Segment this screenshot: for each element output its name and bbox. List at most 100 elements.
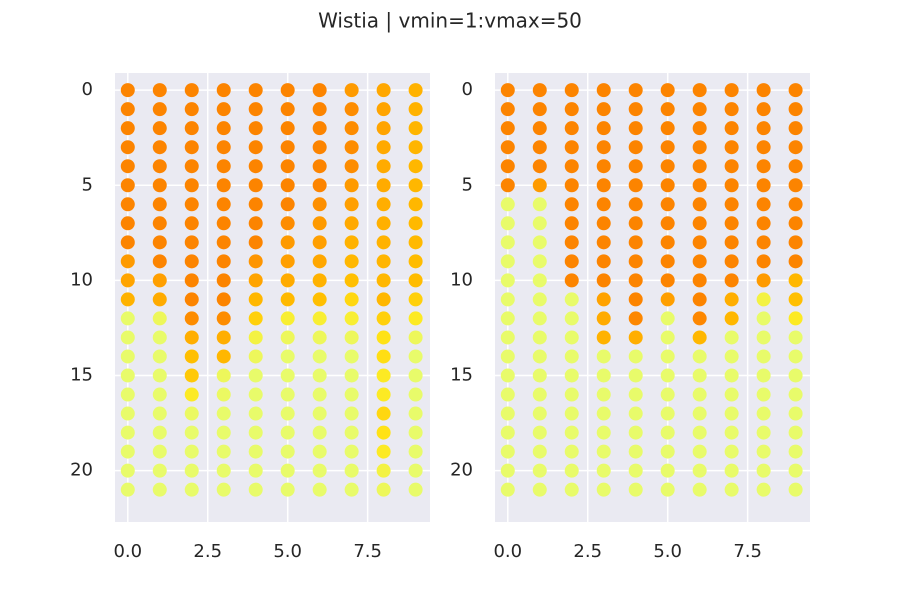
point xyxy=(724,368,739,383)
point xyxy=(376,235,391,250)
point xyxy=(788,406,803,421)
point xyxy=(216,330,231,345)
point xyxy=(564,349,579,364)
point xyxy=(312,330,327,345)
point xyxy=(724,235,739,250)
point xyxy=(628,368,643,383)
point xyxy=(312,140,327,155)
point xyxy=(500,159,515,174)
point xyxy=(788,178,803,193)
point xyxy=(660,311,675,326)
point xyxy=(216,425,231,440)
y-tick-label: 10 xyxy=(70,269,93,290)
point xyxy=(376,102,391,117)
point xyxy=(344,482,359,497)
point xyxy=(312,444,327,459)
point xyxy=(312,254,327,269)
point xyxy=(120,292,135,307)
point xyxy=(724,140,739,155)
point xyxy=(692,444,707,459)
point xyxy=(628,235,643,250)
point xyxy=(152,444,167,459)
point xyxy=(120,463,135,478)
point xyxy=(532,159,547,174)
point xyxy=(280,83,295,98)
point xyxy=(596,121,611,136)
point xyxy=(564,387,579,402)
point xyxy=(248,387,263,402)
point xyxy=(376,159,391,174)
point xyxy=(532,216,547,231)
point xyxy=(628,178,643,193)
point xyxy=(312,292,327,307)
point xyxy=(120,387,135,402)
point xyxy=(788,102,803,117)
point xyxy=(216,197,231,212)
point xyxy=(596,140,611,155)
point xyxy=(596,349,611,364)
point xyxy=(152,121,167,136)
point xyxy=(184,140,199,155)
point xyxy=(788,197,803,212)
point xyxy=(248,235,263,250)
point xyxy=(756,83,771,98)
point xyxy=(184,368,199,383)
point xyxy=(660,254,675,269)
point xyxy=(120,178,135,193)
y-tick-label: 0 xyxy=(82,79,93,100)
point xyxy=(500,216,515,231)
point xyxy=(660,102,675,117)
point xyxy=(628,482,643,497)
point xyxy=(152,159,167,174)
point xyxy=(596,197,611,212)
y-tick-label: 5 xyxy=(462,174,473,195)
point xyxy=(408,178,423,193)
point xyxy=(248,273,263,288)
point xyxy=(248,406,263,421)
point xyxy=(660,444,675,459)
point xyxy=(660,330,675,345)
point xyxy=(564,292,579,307)
point xyxy=(532,482,547,497)
point xyxy=(312,406,327,421)
point xyxy=(408,330,423,345)
point xyxy=(660,406,675,421)
point xyxy=(376,406,391,421)
point xyxy=(756,463,771,478)
point xyxy=(408,83,423,98)
point xyxy=(344,349,359,364)
point xyxy=(216,254,231,269)
point xyxy=(596,463,611,478)
point xyxy=(532,140,547,155)
point xyxy=(596,368,611,383)
point xyxy=(564,425,579,440)
point xyxy=(564,102,579,117)
point xyxy=(660,387,675,402)
point xyxy=(724,387,739,402)
point xyxy=(628,387,643,402)
point xyxy=(788,425,803,440)
point xyxy=(312,368,327,383)
point xyxy=(408,216,423,231)
point xyxy=(184,292,199,307)
point xyxy=(500,121,515,136)
point xyxy=(120,406,135,421)
point xyxy=(248,83,263,98)
point xyxy=(788,330,803,345)
point xyxy=(500,178,515,193)
point xyxy=(184,197,199,212)
point xyxy=(532,178,547,193)
point xyxy=(532,292,547,307)
point xyxy=(408,140,423,155)
point xyxy=(344,121,359,136)
point xyxy=(152,235,167,250)
point xyxy=(788,311,803,326)
point xyxy=(564,83,579,98)
point xyxy=(596,159,611,174)
point xyxy=(344,83,359,98)
point xyxy=(184,425,199,440)
x-tick-label: 2.5 xyxy=(573,541,602,562)
point xyxy=(312,463,327,478)
point xyxy=(564,311,579,326)
point xyxy=(596,311,611,326)
